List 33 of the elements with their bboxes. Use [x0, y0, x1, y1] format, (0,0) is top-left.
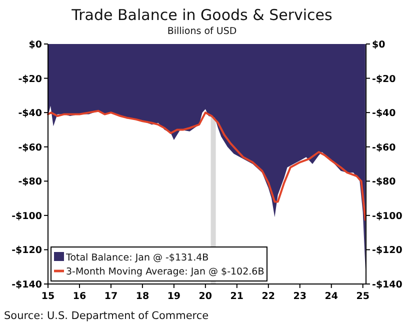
x-tick-label: 25	[356, 291, 370, 302]
y-tick-label: $0	[28, 40, 42, 50]
y-tick-label: -$80	[18, 176, 42, 188]
y-tick-label: -$40	[18, 108, 42, 120]
legend-label: 3-Month Moving Average: Jan @ $-102.6B	[66, 266, 264, 278]
y-tick-label: -$20	[18, 74, 42, 85]
source-note: Source: U.S. Department of Commerce	[4, 310, 209, 322]
y2-tick-label: -$20	[372, 74, 396, 85]
legend-label: Total Balance: Jan @ -$131.4B	[65, 252, 209, 264]
y2-tick-label: -$100	[372, 210, 403, 222]
y-tick-label: -$100	[12, 210, 42, 222]
chart-title: Trade Balance in Goods & Services	[70, 6, 333, 24]
y2-tick-label: -$140	[372, 280, 403, 290]
x-tick-label: 17	[104, 291, 118, 302]
x-tick-label: 19	[167, 291, 181, 302]
y-tick-label: -$140	[12, 280, 42, 290]
chart-subtitle: Billions of USD	[167, 26, 237, 37]
y-tick-label: -$60	[18, 142, 42, 154]
x-tick-label: 20	[198, 291, 212, 302]
x-tick-label: 18	[136, 291, 150, 302]
x-tick-label: 15	[41, 291, 55, 302]
x-tick-label: 21	[230, 291, 244, 302]
y-tick-label: -$120	[12, 245, 42, 256]
y2-tick-label: -$80	[372, 176, 396, 188]
line-series	[47, 110, 366, 221]
y2-tick-label: -$120	[372, 245, 403, 256]
x-tick-label: 22	[262, 291, 276, 302]
x-tick-label: 23	[293, 291, 306, 302]
y2-tick-label: $0	[372, 40, 386, 50]
x-tick-label: 16	[72, 291, 86, 302]
x-tick-label: 24	[324, 291, 338, 302]
y2-tick-label: -$40	[372, 108, 396, 120]
y2-tick-label: -$60	[372, 142, 396, 154]
